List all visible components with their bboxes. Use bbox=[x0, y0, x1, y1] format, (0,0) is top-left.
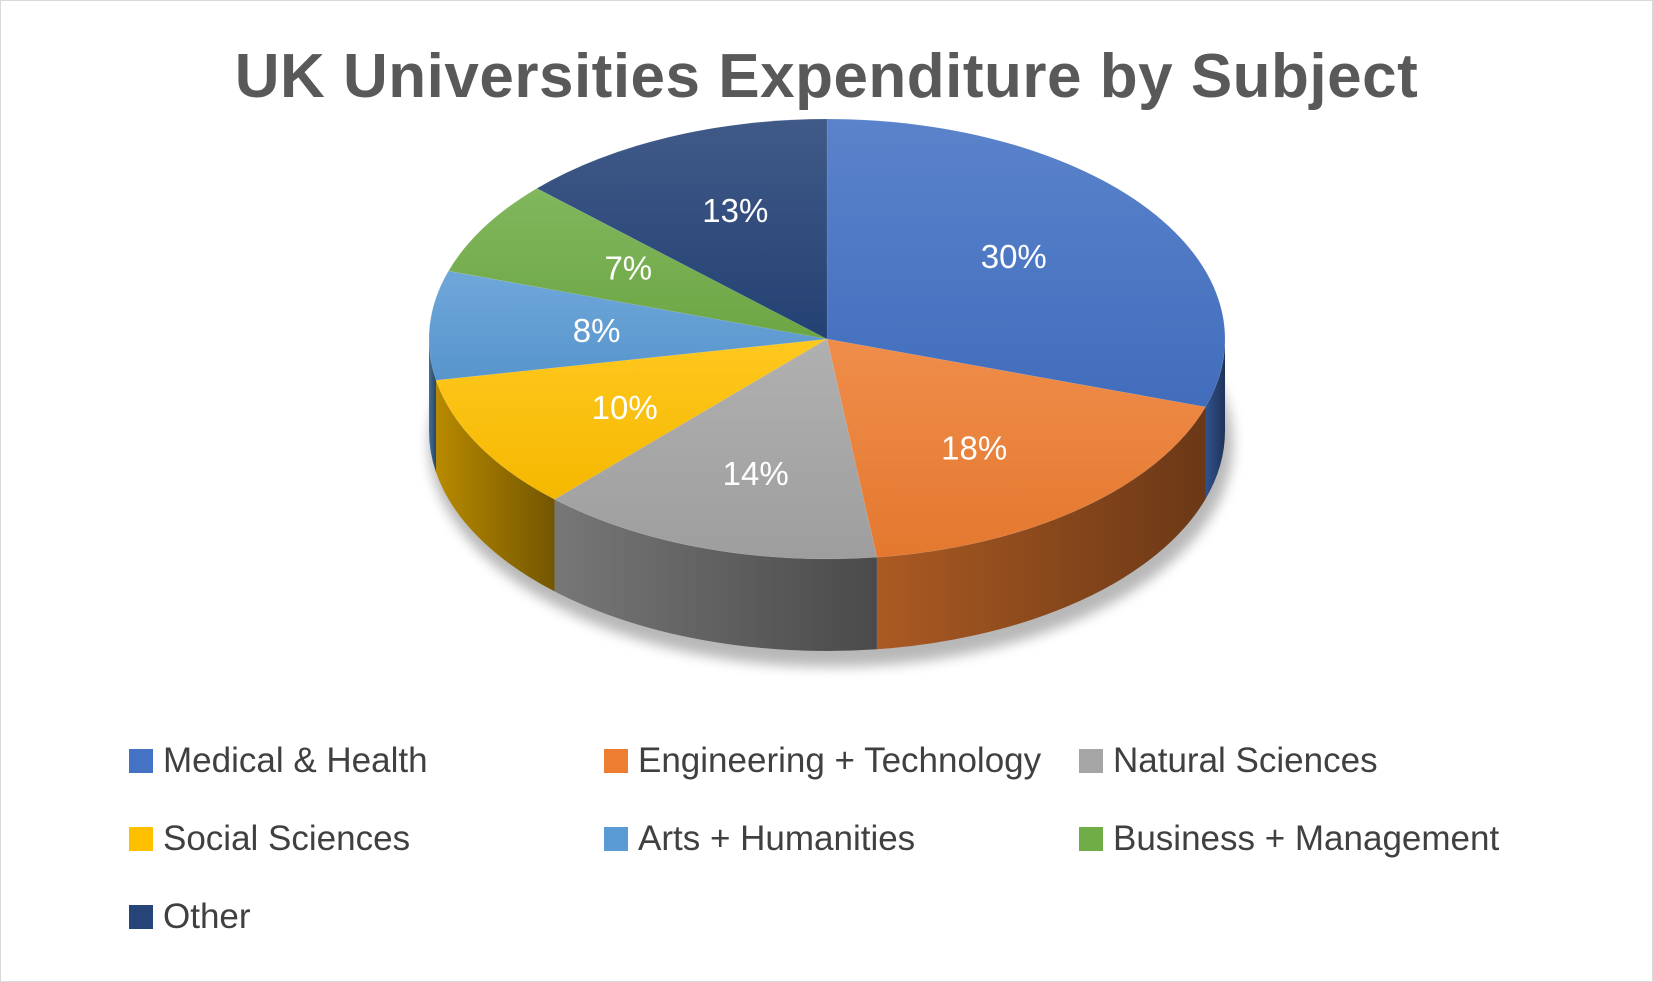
legend-swatch bbox=[129, 827, 153, 851]
legend-swatch bbox=[129, 905, 153, 929]
pie-side-0 bbox=[1205, 339, 1225, 499]
pie-side-1 bbox=[876, 406, 1206, 650]
legend-label: Social Sciences bbox=[163, 819, 411, 858]
data-label-0: 30% bbox=[981, 238, 1047, 275]
pie-side-2 bbox=[554, 499, 877, 652]
legend-swatch bbox=[1079, 749, 1103, 773]
pie-slice-2 bbox=[554, 338, 878, 560]
pie-slice-4 bbox=[428, 270, 828, 381]
legend-label: Medical & Health bbox=[163, 741, 428, 780]
pie-side-3 bbox=[436, 380, 555, 592]
legend-swatch bbox=[1079, 827, 1103, 851]
legend-item-4: Arts + Humanities bbox=[604, 819, 1079, 858]
pie-slice-0 bbox=[826, 118, 1226, 408]
pie-slice-5 bbox=[448, 188, 828, 340]
legend-item-2: Natural Sciences bbox=[1079, 741, 1569, 780]
legend-item-6: Other bbox=[129, 897, 604, 936]
data-label-6: 13% bbox=[702, 192, 768, 229]
data-label-5: 7% bbox=[604, 249, 652, 286]
legend: Medical & Health Engineering + Technology… bbox=[129, 741, 1569, 936]
legend-label: Engineering + Technology bbox=[638, 741, 1042, 780]
legend-item-1: Engineering + Technology bbox=[604, 741, 1079, 780]
legend-label: Other bbox=[163, 897, 251, 936]
data-label-3: 10% bbox=[592, 389, 658, 426]
legend-label: Natural Sciences bbox=[1113, 741, 1378, 780]
pie-slice-3 bbox=[435, 338, 828, 500]
data-label-2: 14% bbox=[723, 455, 789, 492]
legend-swatch bbox=[604, 749, 628, 773]
data-label-4: 8% bbox=[573, 312, 621, 349]
legend-item-3: Social Sciences bbox=[129, 819, 604, 858]
legend-label: Business + Management bbox=[1113, 819, 1500, 858]
legend-swatch bbox=[604, 827, 628, 851]
legend-label: Arts + Humanities bbox=[638, 819, 916, 858]
pie-side-4 bbox=[429, 339, 437, 473]
pie-slice-1 bbox=[826, 338, 1206, 558]
legend-item-5: Business + Management bbox=[1079, 819, 1569, 858]
data-label-1: 18% bbox=[941, 429, 1007, 466]
legend-item-0: Medical & Health bbox=[129, 741, 604, 780]
pie-slice-6 bbox=[536, 118, 828, 340]
legend-swatch bbox=[129, 749, 153, 773]
chart-title: UK Universities Expenditure by Subject bbox=[234, 42, 1419, 111]
